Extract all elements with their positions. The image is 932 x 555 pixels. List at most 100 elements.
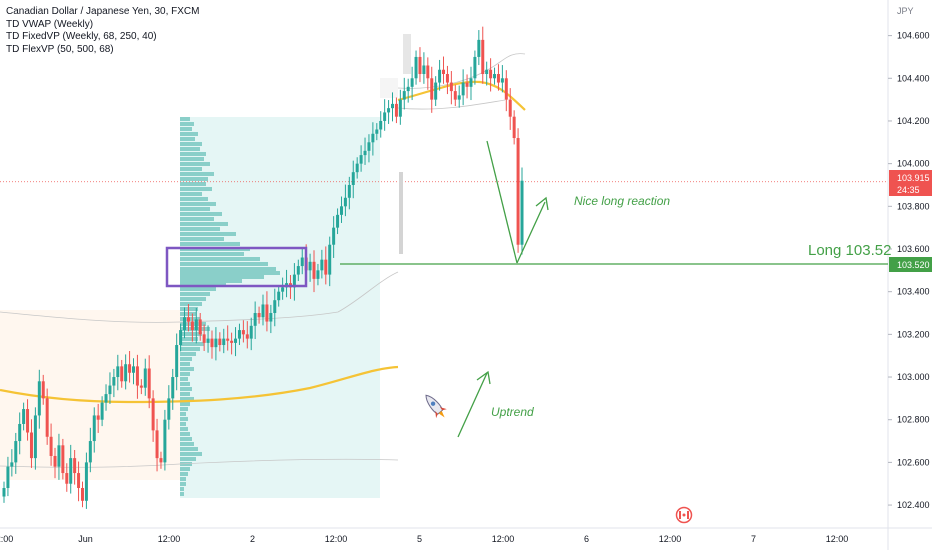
volume-profile-bar xyxy=(180,352,196,356)
reaction-down-arrow xyxy=(486,140,518,264)
candle-body xyxy=(336,214,340,228)
candle-body xyxy=(434,82,438,100)
legend-symbol[interactable]: Canadian Dollar / Japanese Yen, 30, FXCM xyxy=(6,6,200,17)
candle-body xyxy=(261,304,265,318)
candle-body xyxy=(249,325,253,339)
volume-profile-bar xyxy=(180,292,210,296)
candle-body xyxy=(387,108,391,113)
reaction-annotation[interactable]: Nice long reaction xyxy=(574,194,670,208)
volume-profile-bar xyxy=(180,477,186,481)
volume-profile-bar xyxy=(180,287,216,291)
guide-lines xyxy=(0,34,888,468)
time-tick-label: 12:00 xyxy=(659,534,682,544)
volume-profile-bar xyxy=(180,275,264,279)
volume-profile-bar xyxy=(180,207,210,211)
candle-body xyxy=(222,338,226,346)
volume-profile-bar xyxy=(180,232,236,236)
candle-body xyxy=(206,338,210,343)
volume-profile-bar xyxy=(180,457,196,461)
candle-body xyxy=(339,206,343,215)
legend-indicator-flexvp[interactable]: TD FlexVP (50, 500, 68) xyxy=(6,43,114,55)
candle-body xyxy=(504,78,508,100)
candle-body xyxy=(300,257,304,267)
candle-body xyxy=(143,368,147,388)
long-entry-annotation[interactable]: Long 103.52 xyxy=(808,242,891,259)
candle-body xyxy=(485,69,489,75)
candle-body xyxy=(367,142,371,151)
volume-profile-bar xyxy=(180,487,184,491)
candle-body xyxy=(292,274,296,288)
candle-body xyxy=(257,313,261,318)
time-tick-label: 12:00 xyxy=(158,534,181,544)
candle-body xyxy=(61,445,65,474)
candle-body xyxy=(426,65,430,79)
candle-body xyxy=(496,74,500,83)
volume-profile-bar xyxy=(180,407,188,411)
candle-body xyxy=(402,91,406,100)
candle-body xyxy=(202,334,206,343)
volume-profile-bar xyxy=(180,212,222,216)
legend-indicator-vwap[interactable]: TD VWAP (Weekly) xyxy=(6,18,94,30)
canada-flag-icon[interactable] xyxy=(675,506,693,524)
candle-body xyxy=(179,330,183,346)
uptrend-annotation[interactable]: Uptrend xyxy=(491,405,534,419)
volume-profile-bar xyxy=(180,332,202,336)
candle-body xyxy=(210,338,214,348)
price-tick-label: 103.000 xyxy=(897,372,930,382)
candle-body xyxy=(320,259,324,271)
current-price-label: 103.915 xyxy=(897,173,930,183)
time-tick-label: 5 xyxy=(417,534,422,544)
candle-body xyxy=(398,99,402,117)
price-tick-label: 103.600 xyxy=(897,244,930,254)
candle-body xyxy=(96,415,100,420)
candle-body xyxy=(461,82,465,96)
candle-body xyxy=(10,462,14,467)
value-area-box[interactable] xyxy=(165,246,308,288)
candle-body xyxy=(520,180,524,245)
candle-body xyxy=(18,423,22,442)
reaction-arrow-head xyxy=(535,196,549,211)
volume-profile-bar xyxy=(180,222,228,226)
volume-profile-bar xyxy=(180,467,190,471)
candle-body xyxy=(53,455,57,467)
volume-profile-bar xyxy=(180,122,194,126)
candle-body xyxy=(147,368,151,399)
volume-profile-bar xyxy=(180,307,198,311)
candle-body xyxy=(120,366,124,382)
price-axis-ticks: 104.600 104.400 104.200 104.000 103.800 103.6… xyxy=(888,31,930,510)
time-tick-label: 12:00 xyxy=(0,534,13,544)
price-tick-label: 103.800 xyxy=(897,201,930,211)
candle-body xyxy=(253,313,257,326)
candle-body xyxy=(500,78,504,83)
candle-body xyxy=(281,287,285,292)
candle-body xyxy=(363,150,367,156)
time-tick-label: 12:00 xyxy=(826,534,849,544)
current-price-label-bg xyxy=(889,170,932,196)
candle-body xyxy=(414,56,418,79)
legend-indicator-fixedvp[interactable]: TD FixedVP (Weekly, 68, 250, 40) xyxy=(6,31,157,42)
price-tick-label: 102.600 xyxy=(897,457,930,467)
session-profile-strip xyxy=(399,172,403,254)
candle-body xyxy=(422,65,426,75)
rocket-icon xyxy=(425,394,447,419)
reaction-up-arrow xyxy=(516,201,546,264)
volume-profile-bar xyxy=(180,367,194,371)
candle-body xyxy=(45,398,49,437)
volume-profile-bar xyxy=(180,192,202,196)
candle-body xyxy=(453,91,457,100)
price-tick-label: 104.400 xyxy=(897,73,930,83)
flexvp-bottom-line xyxy=(397,99,506,110)
candle-body xyxy=(218,338,222,346)
vwap-line-week1 xyxy=(0,365,399,404)
candle-body xyxy=(88,441,92,463)
volume-profile-bar xyxy=(180,117,190,121)
candle-body xyxy=(139,385,143,388)
price-tick-label: 102.800 xyxy=(897,415,930,425)
candle-body xyxy=(512,116,516,139)
candle-body xyxy=(80,487,84,501)
candle-body xyxy=(493,74,497,79)
candle-body xyxy=(171,377,175,399)
candle-body xyxy=(465,82,469,87)
